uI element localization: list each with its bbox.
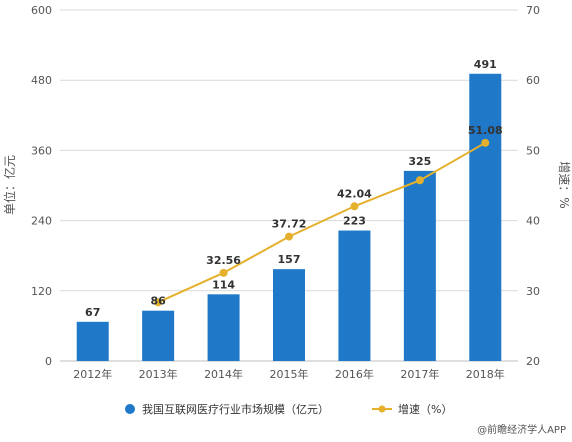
bar (207, 294, 240, 361)
data-labels: 67 86 114 157 223 325 491 32.56 37.72 42.04 51.08 (85, 58, 503, 319)
bar (142, 310, 175, 361)
x-axis-tick-label: 2014年 (204, 367, 243, 381)
left-axis-tick-label: 360 (31, 144, 52, 157)
x-axis-tick-label: 2016年 (335, 367, 374, 381)
growth-value-label: 37.72 (272, 218, 307, 231)
x-axis-tick-label: 2017年 (400, 367, 439, 381)
legend-bar-swatch (125, 404, 135, 414)
right-axis-tick-label: 50 (526, 144, 540, 157)
line-series (154, 138, 490, 307)
left-axis-tick-label: 600 (31, 4, 52, 17)
right-axis-ticks: 20 30 40 50 60 70 (526, 4, 540, 368)
growth-point (350, 202, 359, 211)
growth-point (481, 138, 490, 147)
x-axis-tick-label: 2013年 (139, 367, 178, 381)
right-axis-tick-label: 60 (526, 74, 540, 87)
bar (338, 230, 371, 361)
bar-value-label: 491 (474, 58, 497, 71)
right-axis-tick-label: 30 (526, 285, 540, 298)
bar (469, 73, 502, 361)
bar-value-label: 223 (343, 215, 366, 228)
growth-point (219, 268, 228, 277)
bar-value-label: 67 (85, 306, 100, 319)
left-axis-title: 单位：亿元 (2, 155, 17, 215)
left-axis-tick-label: 240 (31, 215, 52, 228)
bar-value-label: 86 (150, 295, 166, 308)
bar-value-label: 114 (212, 278, 235, 291)
left-axis-tick-label: 480 (31, 74, 52, 87)
growth-value-label: 32.56 (206, 254, 241, 267)
growth-value-label: 51.08 (468, 124, 503, 137)
gridlines (60, 9, 518, 362)
bar (403, 170, 436, 361)
right-axis-tick-label: 70 (526, 4, 540, 17)
x-axis-tick-label: 2018年 (466, 367, 505, 381)
legend-line-label: 增速（%） (398, 402, 452, 416)
legend-line-marker (378, 405, 386, 413)
x-axis-tick-label: 2012年 (73, 367, 112, 381)
right-axis-tick-label: 20 (526, 355, 540, 368)
bar-series (76, 73, 502, 361)
growth-point (154, 298, 163, 307)
x-axis-tick-label: 2015年 (270, 367, 309, 381)
bar (273, 269, 305, 361)
legend: 我国互联网医疗行业市场规模（亿元） 增速（%） (125, 402, 452, 416)
right-axis-title: 增速：% (557, 161, 571, 208)
left-axis-tick-label: 0 (45, 355, 52, 368)
left-axis-tick-label: 120 (31, 285, 52, 298)
right-axis-tick-label: 40 (526, 215, 540, 228)
bar (76, 321, 109, 361)
watermark-text: @前瞻经济学人APP (477, 423, 566, 436)
legend-bar-label: 我国互联网医疗行业市场规模（亿元） (142, 402, 329, 416)
growth-value-label: 42.04 (337, 187, 372, 200)
x-axis-ticks: 2012年 2013年 2014年 2015年 2016年 2017年 2018年 (73, 367, 505, 381)
bar-value-label: 325 (408, 155, 431, 168)
growth-point (285, 232, 293, 241)
growth-point (415, 176, 424, 185)
growth-line (157, 141, 486, 304)
bar-value-label: 157 (278, 253, 301, 266)
left-axis-ticks: 0 120 240 360 480 600 (31, 4, 52, 368)
